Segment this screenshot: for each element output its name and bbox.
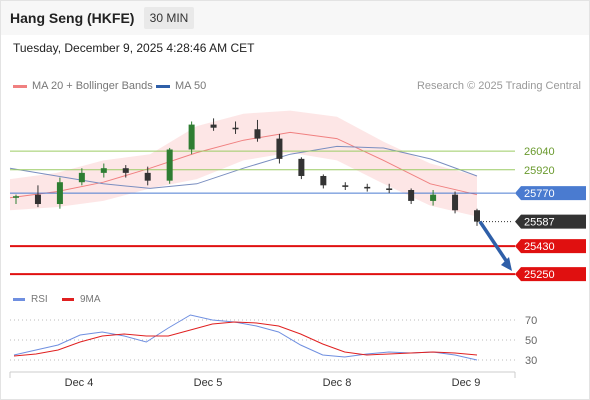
x-tick-label: Dec 8 — [323, 377, 352, 389]
candle-body — [78, 172, 85, 183]
ma20-label: MA 20 + Bollinger Bands — [32, 80, 153, 92]
candle-body — [452, 194, 459, 211]
forecast-arrowhead — [501, 256, 512, 271]
candle-body — [166, 149, 173, 181]
candle-body — [210, 124, 217, 128]
research-credit: Research © 2025 Trading Central — [416, 80, 581, 92]
x-tick-label: Dec 4 — [65, 377, 94, 389]
x-tick-label: Dec 9 — [452, 377, 481, 389]
candle-body — [474, 210, 480, 222]
last_price-price-tag — [515, 214, 586, 229]
legend-rsi: RSI — [13, 294, 48, 305]
ma20-line — [9, 131, 478, 199]
candle-body — [100, 168, 107, 173]
candle-body — [144, 172, 151, 181]
pivot-price-tag — [515, 186, 586, 201]
timeframe-button[interactable]: 30 MIN — [144, 7, 194, 29]
rsi-ma-label: 9MA — [80, 294, 101, 305]
candle-body — [122, 168, 129, 173]
timestamp: Tuesday, December 9, 2025 4:28:46 AM CET — [13, 41, 255, 55]
ma50-line — [9, 145, 478, 189]
candle-body — [320, 175, 327, 186]
candle-body — [430, 194, 437, 201]
header-bar — [1, 1, 589, 35]
instrument-title: Hang Seng (HKFE) — [10, 10, 135, 26]
rsi-tick-label: 70 — [525, 315, 537, 327]
support-price-label: 25250 — [524, 269, 555, 281]
support-price-tag — [515, 239, 586, 254]
x-tick-label: Dec 5 — [194, 377, 223, 389]
support-price-tag — [515, 267, 586, 282]
candle-body — [34, 194, 41, 205]
legend-ma20: MA 20 + Bollinger Bands — [13, 80, 153, 92]
forecast-arrow — [478, 220, 511, 266]
rsi-line — [13, 314, 478, 361]
candle-body — [408, 190, 415, 201]
bollinger-band — [10, 110, 477, 217]
candle-body — [232, 127, 239, 130]
legend-rsi-ma: 9MA — [62, 294, 101, 305]
ma50-swatch — [156, 84, 170, 88]
ma20-swatch — [13, 84, 27, 88]
candle-body — [254, 129, 261, 139]
candle-body — [386, 188, 393, 190]
rsi-tick-label: 50 — [525, 335, 537, 347]
resistance-label: 25920 — [524, 165, 555, 177]
resistance-label: 26040 — [524, 146, 555, 158]
support-price-label: 25430 — [524, 241, 555, 253]
rsi-label: RSI — [31, 294, 48, 305]
rsi-ma-swatch — [62, 297, 74, 301]
legend-ma50: MA 50 — [156, 80, 206, 92]
ma50-label: MA 50 — [175, 80, 207, 92]
candle-body — [298, 158, 305, 176]
pivot-price-label: 25770 — [524, 188, 555, 200]
rsi-tick-label: 30 — [525, 355, 537, 367]
candle-body — [13, 196, 19, 198]
candle-body — [342, 185, 349, 187]
last_price-price-label: 25587 — [524, 217, 555, 229]
candle-body — [364, 186, 371, 189]
candle-body — [56, 182, 63, 205]
candle-body — [188, 124, 195, 150]
candle-body — [276, 138, 283, 159]
rsi-ma-line — [13, 321, 478, 357]
rsi-swatch — [13, 297, 25, 301]
